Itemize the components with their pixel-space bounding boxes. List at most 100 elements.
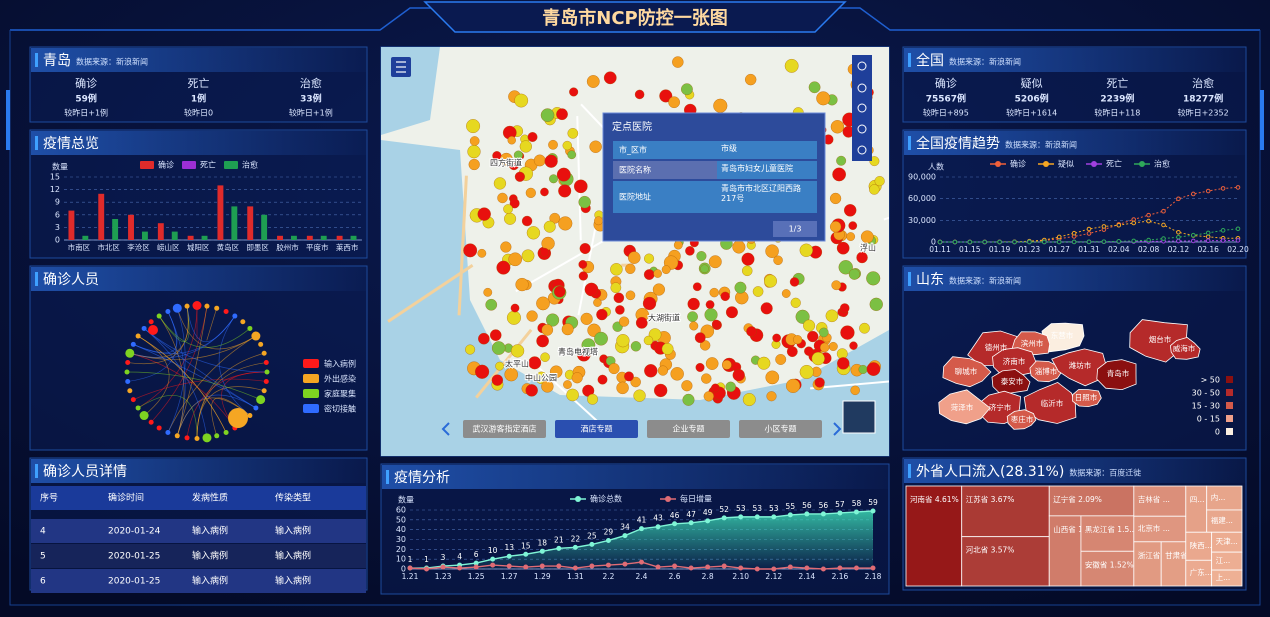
point (473, 564, 479, 570)
map-button[interactable] (647, 420, 730, 438)
point (1176, 196, 1181, 202)
panel-source: 数据来源：新浪新闻 (76, 57, 148, 67)
panel-header (904, 459, 1245, 483)
map-dot (836, 155, 847, 166)
map-dot (491, 374, 504, 386)
province-city (1072, 389, 1102, 408)
network-node (258, 341, 264, 347)
popup-value: 青岛市市北区辽阳西路217号 (721, 184, 801, 203)
legend-label: 密切接触 (324, 404, 356, 414)
map-arrow-left[interactable] (441, 422, 450, 436)
data-label: 58 (852, 499, 862, 508)
map-dot (616, 381, 629, 395)
map-dot (784, 58, 799, 73)
map-dot (525, 187, 536, 198)
map-dot (535, 371, 548, 384)
x-tick-label: 01.27 (1048, 245, 1070, 254)
popup-title: 定点医院 (612, 120, 652, 133)
map-dot (477, 248, 487, 258)
x-tick-label: 胶州市 (276, 242, 299, 252)
network-link (137, 335, 170, 416)
network-link (218, 315, 251, 416)
network-node (214, 305, 220, 311)
treemap-cell (1048, 485, 1135, 517)
network-node (125, 360, 131, 366)
table-cell: 2020-01-25 (108, 552, 160, 562)
map-dot (765, 244, 779, 258)
legend-label: 疑似 (1058, 159, 1074, 169)
x-tick-label: 李沧区 (127, 242, 150, 252)
point (1205, 238, 1211, 244)
popup-key-cell (613, 141, 717, 159)
stat-change: 较昨日+2352 (1178, 108, 1229, 118)
point (490, 556, 496, 562)
network-link (129, 352, 236, 429)
network-link (206, 308, 218, 341)
map-button[interactable] (739, 420, 822, 438)
map-dot (856, 251, 868, 264)
map-dot (673, 240, 683, 250)
point (1056, 239, 1062, 245)
map-dot (495, 361, 504, 371)
treemap-label: 山西省 1.84% (1053, 524, 1102, 534)
stat-change: 较昨日+1例 (64, 108, 108, 118)
map-dot (705, 357, 719, 370)
map-dot (567, 128, 579, 139)
network-node (184, 303, 190, 309)
map-dot (469, 136, 480, 146)
map-dot (497, 192, 508, 204)
map-dot (613, 292, 625, 304)
bar (336, 235, 343, 240)
panel-title: 全国疫情趋势 (916, 135, 1000, 152)
network-link (167, 335, 257, 433)
map-dot (722, 360, 732, 370)
data-label: 1 (424, 555, 429, 564)
map-button[interactable] (463, 420, 546, 438)
point (1071, 239, 1077, 245)
legend-swatch (1226, 376, 1233, 383)
network-node (263, 378, 269, 384)
point (1176, 238, 1181, 244)
map-dot (513, 150, 523, 160)
map-dot (799, 365, 814, 379)
network-node (192, 301, 202, 310)
map-button[interactable] (555, 420, 638, 438)
map-dot (540, 108, 555, 122)
province-city (991, 369, 1031, 396)
point (771, 514, 777, 520)
popup-key: 医院地址 (619, 192, 651, 202)
city-label: 东营市 (1051, 330, 1074, 340)
table-header (31, 486, 366, 510)
province-city (942, 356, 992, 388)
y-axis-label: 人数 (928, 162, 944, 172)
city-label: 日照市 (1075, 392, 1098, 402)
legend-dot (995, 161, 1001, 167)
treemap-label: 福建... (1211, 515, 1233, 525)
network-link (137, 305, 198, 409)
map-dot (587, 393, 598, 405)
map-dot (546, 313, 560, 327)
map-button-label: 企业专题 (673, 424, 705, 434)
map-label: 大湖街道 (648, 313, 680, 323)
x-tick-label: 02.08 (1138, 245, 1160, 254)
point (738, 514, 744, 520)
point (440, 564, 446, 570)
province-city (1029, 360, 1063, 383)
legend-label: 治愈 (1154, 159, 1170, 169)
network-link (158, 315, 251, 348)
map-dot (742, 265, 753, 277)
map-dot (603, 71, 617, 85)
map-dot (807, 330, 819, 343)
province-city (1006, 409, 1037, 430)
map-dot (692, 282, 702, 292)
network-node (251, 331, 261, 341)
map-arrow-right[interactable] (833, 422, 842, 436)
map-dot (653, 269, 662, 278)
map-tool (857, 103, 867, 113)
data-label: 3 (441, 553, 446, 562)
map-dot (746, 326, 757, 337)
map-dot (793, 335, 803, 345)
treemap-cell (1080, 550, 1135, 587)
map-dot (610, 282, 622, 294)
network-node (130, 397, 136, 403)
